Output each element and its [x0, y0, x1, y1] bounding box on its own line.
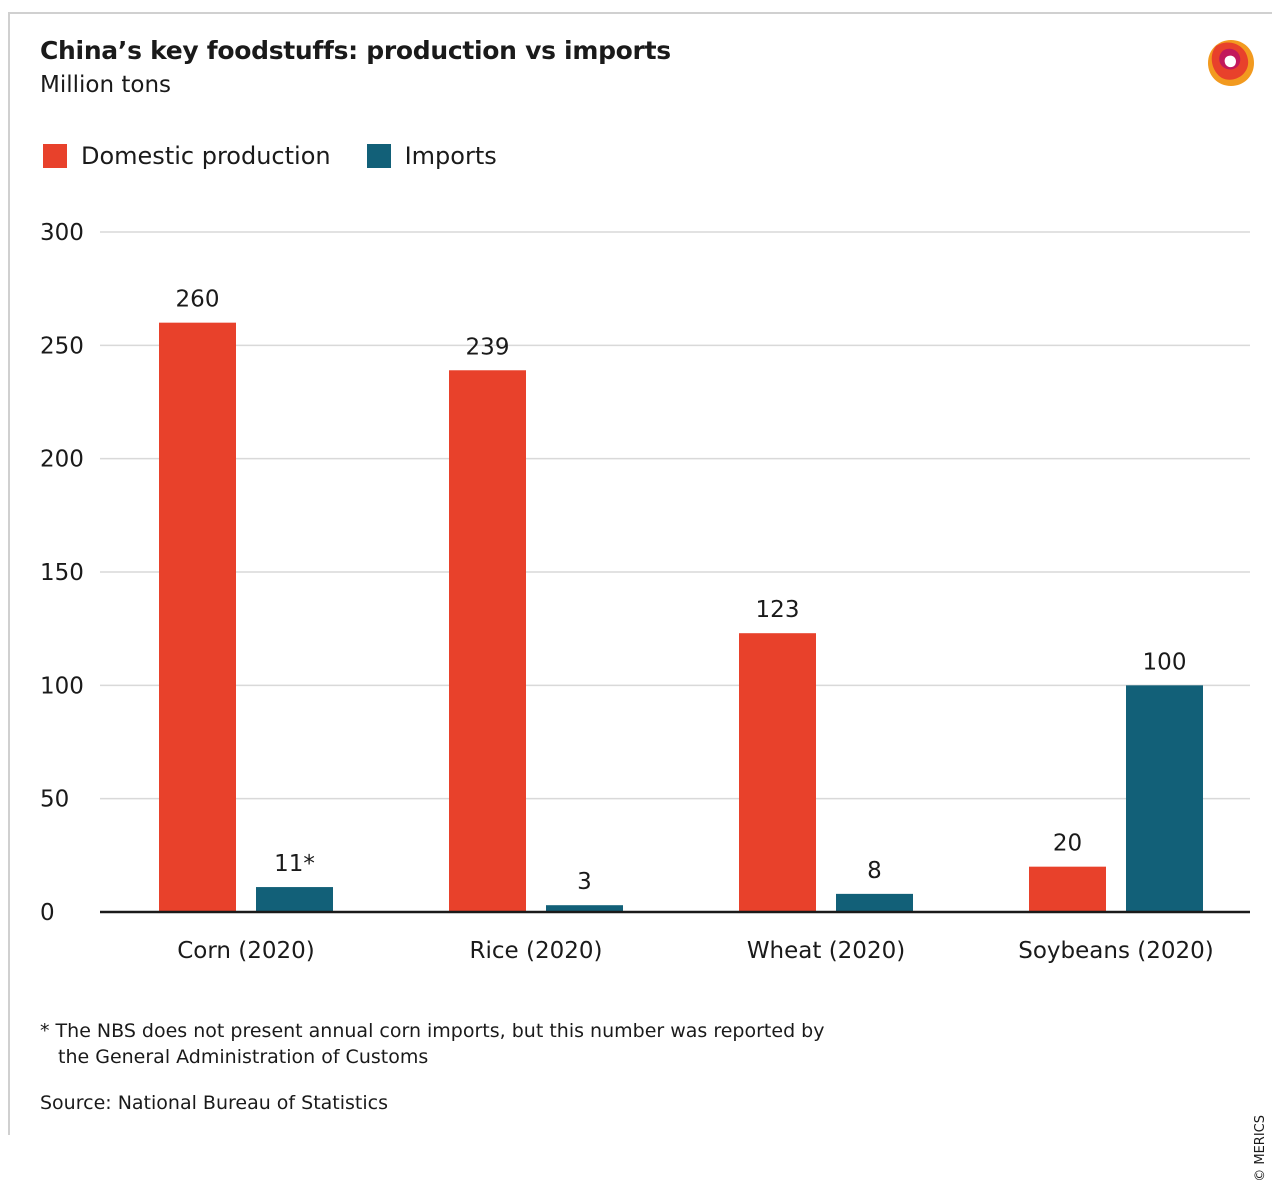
bar-chart: 0 50 100 150 200 250 300 260 11* Corn (2020) 239 3 R…: [40, 220, 1250, 964]
bar-domestic: [739, 633, 816, 912]
x-tick-label: Soybeans (2020): [1018, 938, 1213, 964]
data-label: 3: [577, 869, 592, 895]
y-tick-label: 50: [40, 787, 69, 813]
data-label: 20: [1053, 831, 1082, 857]
bar-domestic: [449, 370, 526, 912]
bar-domestic: [159, 322, 236, 913]
y-tick-label: 150: [40, 560, 84, 586]
bar-imports: [256, 887, 333, 912]
copyright: © MERICS: [1253, 1115, 1268, 1182]
data-label: 11*: [274, 851, 315, 877]
bar-imports: [836, 893, 913, 912]
data-label: 8: [867, 858, 882, 884]
legend-label-imports: Imports: [404, 142, 497, 170]
footnote: * The NBS does not present annual corn i…: [40, 1018, 824, 1070]
y-tick-label: 300: [40, 220, 84, 246]
data-label: 123: [756, 597, 800, 623]
legend: Domestic production Imports: [43, 142, 533, 170]
y-tick-label: 0: [40, 900, 55, 926]
merics-logo-icon: [1208, 40, 1254, 86]
footnote-line-2: the General Administration of Customs: [58, 1046, 429, 1068]
y-tick-label: 250: [40, 333, 84, 359]
footnote-line-1: * The NBS does not present annual corn i…: [40, 1020, 825, 1042]
x-tick-label: Rice (2020): [470, 938, 603, 964]
chart-frame: [8, 12, 1272, 1135]
data-label: 100: [1143, 649, 1187, 675]
legend-item-imports: Imports: [366, 142, 497, 170]
legend-swatch-domestic: [43, 144, 67, 168]
bar-domestic: [1029, 866, 1106, 912]
legend-swatch-imports: [366, 144, 391, 168]
y-tick-label: 100: [40, 673, 84, 699]
chart-title: China’s key foodstuffs: production vs im…: [40, 36, 671, 65]
legend-item-domestic: Domestic production: [43, 142, 331, 170]
chart-subtitle: Million tons: [40, 72, 172, 98]
y-tick-label: 200: [40, 447, 84, 473]
source-note: Source: National Bureau of Statistics: [40, 1092, 389, 1114]
bar-imports: [546, 905, 623, 912]
bar-imports: [1126, 685, 1203, 912]
x-tick-label: Wheat (2020): [747, 938, 905, 964]
legend-label-domestic: Domestic production: [81, 142, 331, 170]
data-label: 239: [466, 334, 510, 360]
data-label: 260: [176, 287, 220, 313]
x-tick-label: Corn (2020): [177, 938, 315, 964]
